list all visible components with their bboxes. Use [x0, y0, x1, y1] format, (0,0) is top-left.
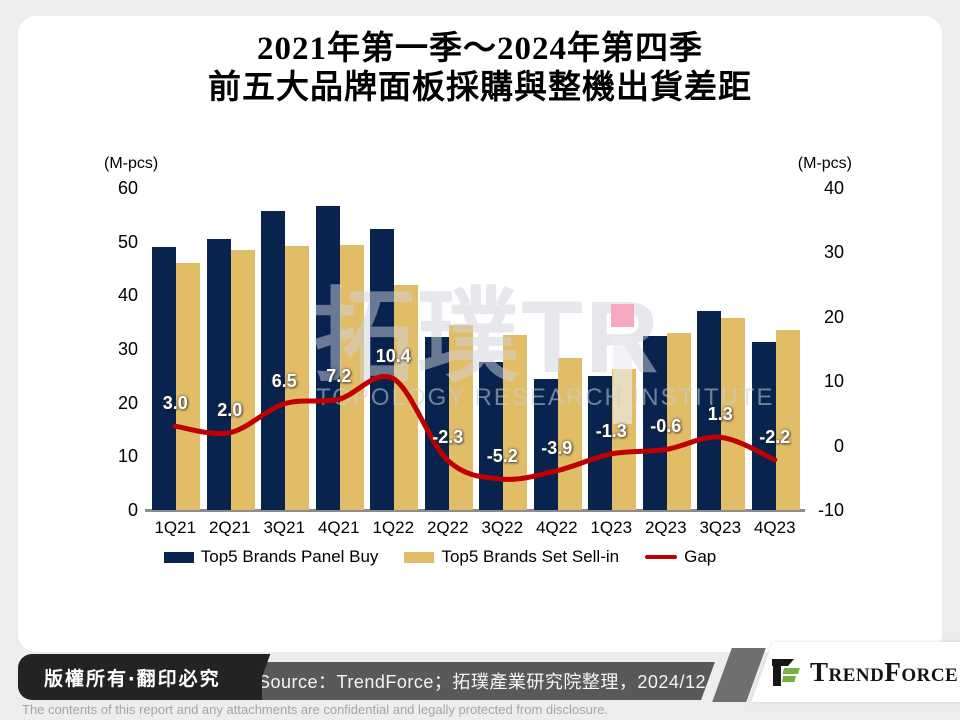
gap-line: [172, 374, 778, 482]
x-axis-label-3Q23: 3Q23: [699, 518, 742, 537]
left-axis-tick-10: 10: [117, 446, 138, 467]
right-axis-tick-10: 10: [823, 371, 844, 392]
legend-swatch-bar: [404, 551, 435, 563]
bar-panel-buy-4Q23: [751, 342, 776, 510]
copyright-text: 版權所有‧翻印必究: [44, 668, 221, 690]
bar-panel-buy-2Q22: [424, 337, 449, 510]
right-axis-unit: (M-pcs): [797, 155, 852, 172]
bar-panel-buy-1Q23: [588, 375, 612, 510]
right-axis-tick-20: 20: [823, 306, 844, 327]
left-axis-tick-30: 30: [117, 339, 138, 359]
watermark-subtitle: TOPOLOGY RESEARCH INSTITUTE: [316, 384, 775, 411]
source-text: Source：TrendForce；拓璞產業研究院整理，2024/12: [258, 672, 706, 692]
legend-swatch-line: [645, 555, 678, 559]
x-axis-label-1Q22: 1Q22: [372, 518, 415, 537]
chart-title-line2: 前五大品牌面板採購與整機出貨差距: [208, 70, 752, 106]
left-axis-unit: (M-pcs): [104, 155, 159, 172]
copyright-banner: 版權所有‧翻印必究: [18, 654, 262, 700]
bar-set-sellin-2Q21: [230, 249, 255, 510]
legend-label: Gap: [684, 547, 717, 566]
gap-value-label-1Q22: 10.4: [375, 345, 411, 366]
gap-value-label-2Q21: 2.0: [217, 399, 243, 420]
legend-label: Top5 Brands Set Sell-in: [441, 547, 620, 566]
source-banner: Source：TrendForce；拓璞產業研究院整理，2024/12: [249, 662, 715, 700]
left-axis-tick-0: 0: [127, 500, 138, 520]
bar-set-sellin-1Q21: [176, 263, 200, 510]
trendforce-logo-text: TrendForce: [810, 656, 959, 687]
gap-value-label-4Q21: 7.2: [326, 366, 352, 387]
chart-title: 2021年第一季～2024年第四季 前五大品牌面板採購與整機出貨差距: [0, 30, 960, 108]
x-axis-label-4Q21: 4Q21: [317, 518, 360, 537]
legend-item-top5-brands-set-sell-in: Top5 Brands Set Sell-in: [404, 547, 619, 567]
bar-panel-buy-1Q21: [152, 247, 176, 510]
legend-swatch-bar: [163, 551, 194, 563]
gap-value-label-3Q21: 6.5: [271, 370, 297, 391]
trendforce-logo-icon: [772, 659, 800, 686]
left-axis-tick-50: 50: [117, 231, 138, 252]
bar-panel-buy-3Q22: [479, 362, 503, 510]
chart-legend: Top5 Brands Panel Buy Top5 Brands Set Sel…: [130, 544, 750, 570]
left-axis-tick-40: 40: [117, 285, 138, 306]
x-axis-label-3Q21: 3Q21: [263, 518, 306, 537]
gap-value-label-3Q22: -5.2: [486, 446, 518, 467]
bar-set-sellin-3Q21: [285, 245, 309, 510]
watermark-i-stem: [613, 336, 632, 424]
x-axis-label-2Q21: 2Q21: [208, 518, 251, 537]
x-axis-label-1Q23: 1Q23: [590, 518, 633, 537]
x-axis-label-2Q22: 2Q22: [426, 518, 469, 537]
legend-item-gap: Gap: [645, 547, 716, 567]
right-axis-tick--10: -10: [817, 500, 844, 520]
bar-set-sellin-2Q22: [448, 324, 473, 510]
bar-panel-buy-2Q21: [206, 238, 231, 510]
gap-value-label-4Q22: -3.9: [541, 437, 573, 458]
left-axis-tick-20: 20: [117, 392, 138, 413]
legend-label: Top5 Brands Panel Buy: [200, 547, 379, 566]
bar-panel-buy-3Q23: [697, 311, 721, 510]
bar-set-sellin-4Q22: [557, 357, 582, 510]
bar-panel-buy-4Q21: [315, 206, 340, 510]
gap-value-label-1Q23: -1.3: [595, 420, 627, 441]
bar-panel-buy-3Q21: [261, 211, 285, 510]
bar-set-sellin-2Q23: [666, 332, 691, 510]
bar-panel-buy-4Q22: [533, 378, 558, 510]
chart-title-line1: 2021年第一季～2024年第四季: [257, 31, 703, 67]
x-axis-line: [145, 509, 805, 512]
bar-panel-buy-1Q22: [370, 228, 394, 510]
x-axis-label-4Q23: 4Q23: [753, 518, 796, 537]
gap-value-label-4Q23: -2.2: [759, 426, 791, 447]
right-axis-tick-30: 30: [823, 242, 844, 263]
x-axis-label-4Q22: 4Q22: [535, 518, 578, 537]
gap-value-label-2Q23: -0.6: [650, 416, 682, 437]
gap-value-label-1Q21: 3.0: [162, 393, 188, 414]
watermark-brand-text: 拓璞TR: [313, 280, 661, 394]
trendforce-logo: TrendForce: [770, 648, 960, 696]
bar-set-sellin-1Q22: [394, 284, 418, 510]
right-axis-tick-40: 40: [823, 178, 844, 198]
bar-set-sellin-4Q21: [339, 244, 364, 510]
left-axis-tick-60: 60: [117, 178, 138, 198]
plot-region: 3.0 2.0 6.5 7.2 10.4 -2.3 -5.2 -3.9 -1.3 -0.6 1.3 -…: [148, 188, 802, 510]
gap-value-label-3Q23: 1.3: [707, 404, 733, 425]
disclaimer-text: The contents of this report and any atta…: [22, 702, 609, 717]
watermark-i-dot: [611, 304, 634, 327]
gap-value-label-2Q22: -2.3: [432, 427, 464, 448]
bar-panel-buy-2Q23: [642, 336, 667, 510]
x-axis-label-1Q21: 1Q21: [154, 518, 197, 537]
legend-item-top5-brands-panel-buy: Top5 Brands Panel Buy: [163, 547, 379, 567]
bar-set-sellin-4Q23: [775, 330, 800, 510]
bar-set-sellin-3Q23: [721, 318, 745, 510]
x-axis-label-2Q23: 2Q23: [644, 518, 687, 537]
right-axis-tick-0: 0: [833, 435, 844, 456]
x-axis-label-3Q22: 3Q22: [481, 518, 524, 537]
